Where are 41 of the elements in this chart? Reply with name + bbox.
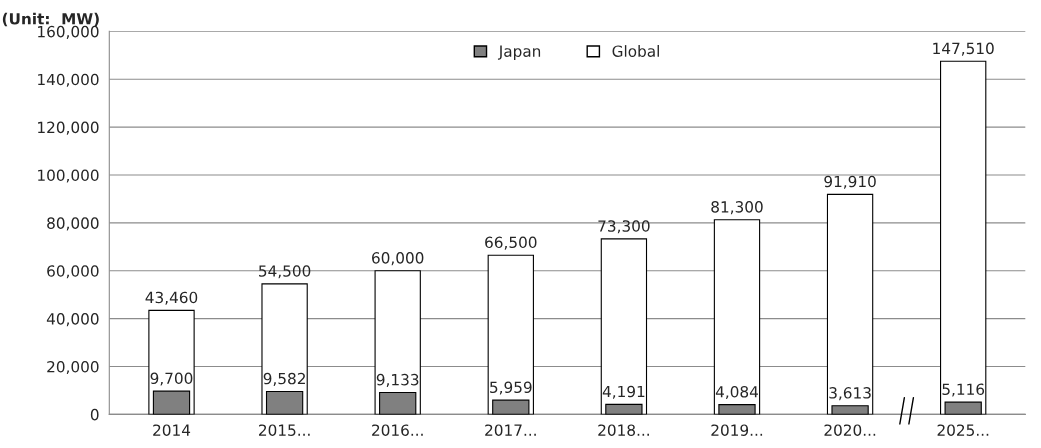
- y-tick-label: 40,000: [46, 313, 99, 327]
- data-label: 73,300: [598, 220, 650, 234]
- legend-label: Global: [612, 45, 659, 57]
- y-tick-label: 20,000: [47, 360, 99, 375]
- x-tick-label: 2014: [153, 424, 191, 436]
- data-label: 3,613: [829, 387, 871, 401]
- data-label: 54,500: [259, 265, 311, 279]
- x-tick-label: 2015...: [259, 424, 310, 436]
- x-tick-label: 2020...: [824, 424, 876, 436]
- data-label: 81,300: [711, 201, 763, 215]
- data-label: 4,084: [715, 385, 758, 400]
- y-tick-label: 160,000: [38, 25, 99, 39]
- data-label: 9,700: [150, 372, 193, 386]
- data-label: 147,510: [933, 42, 994, 56]
- y-tick-label: 140,000: [38, 73, 99, 87]
- y-tick-label: 120,000: [38, 121, 99, 135]
- x-tick-label: 2019...: [711, 424, 763, 436]
- data-label: 9,582: [263, 372, 305, 386]
- data-label: 66,500: [485, 236, 537, 250]
- y-tick-label: 0: [90, 408, 99, 421]
- x-tick-label: 2018...: [598, 424, 649, 436]
- data-label: 5,116: [942, 383, 985, 397]
- y-axis-title: (Unit: MW): [2, 12, 99, 27]
- x-tick-label: 2016...: [372, 424, 423, 436]
- data-label: 9,133: [376, 373, 419, 387]
- data-label: 4,191: [602, 385, 645, 399]
- data-label: 60,000: [372, 252, 424, 266]
- x-tick-label: 2017...: [485, 424, 536, 436]
- data-label: 91,910: [824, 175, 876, 189]
- x-tick-label: 2025...: [937, 424, 989, 436]
- y-tick-label: 60,000: [47, 265, 99, 279]
- bar: [487, 254, 534, 415]
- y-tick-label: 80,000: [47, 217, 99, 231]
- data-label: 43,460: [145, 291, 198, 305]
- data-label: 5,959: [490, 381, 532, 395]
- bar: [713, 219, 761, 415]
- legend-label: Japan: [497, 45, 541, 60]
- y-tick-label: 100,000: [38, 169, 99, 183]
- bar: [940, 60, 987, 415]
- bar: [600, 238, 648, 415]
- bar: [826, 193, 874, 415]
